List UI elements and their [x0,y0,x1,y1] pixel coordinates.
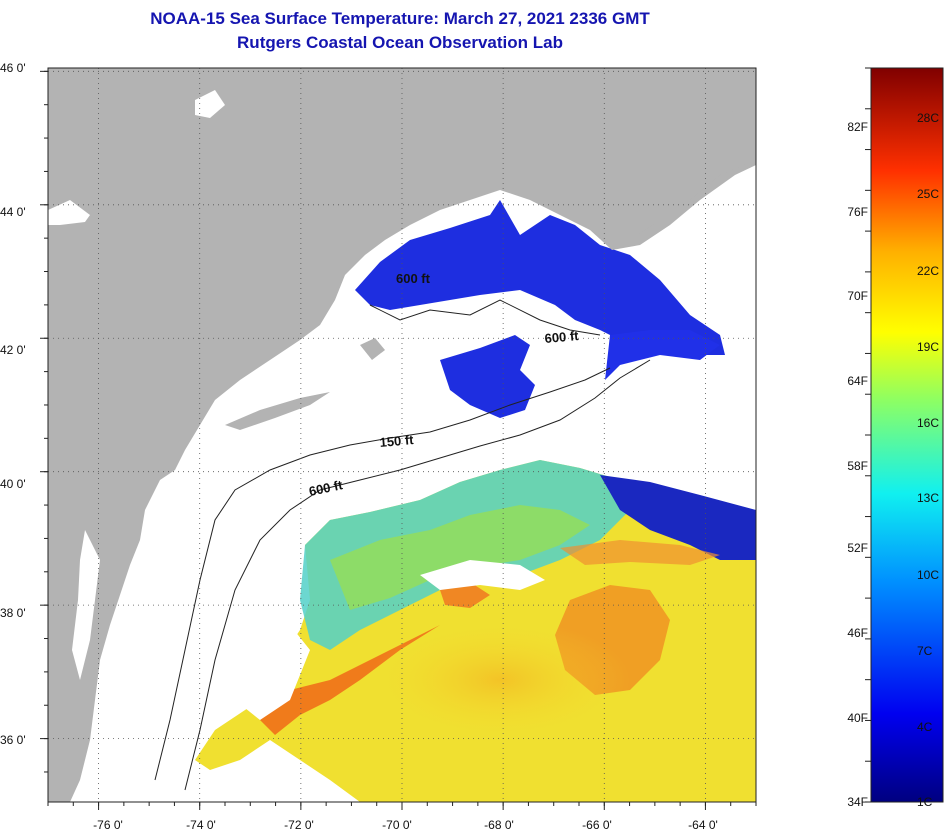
lat-label: 36 0' [0,733,26,747]
gulf-of-maine-cold-water [355,200,725,355]
colorbar-c-label: 7C [917,644,933,658]
lon-label: -74 0' [186,818,216,832]
lat-label: 38 0' [0,606,26,620]
lat-label: 40 0' [0,477,26,491]
cloud-patch [420,560,545,590]
colorbar-f-label: 82F [847,120,868,134]
isobath-label: 600 ft [396,271,431,286]
colorbar-c-label: 28C [917,111,940,125]
north-america-land [48,68,756,802]
colorbar-f-label: 70F [847,289,868,303]
lat-label: 44 0' [0,205,26,219]
lon-label: -70 0' [382,818,412,832]
long-island [225,392,330,430]
map-subtitle: Rutgers Coastal Ocean Observation Lab [237,33,563,52]
delmarva-bay [72,530,100,680]
lake-white [195,90,225,118]
colorbar-c-label: 19C [917,340,940,354]
lat-label: 46 0' [0,61,26,75]
colorbar-f-label: 40F [847,711,868,725]
lat-label: 42 0' [0,343,26,357]
nova-scotia-land [560,105,756,245]
colorbar-c-label: 22C [917,264,940,278]
colorbar-c-label: 10C [917,568,940,582]
warm-glow [370,620,630,740]
colorbar-f-label: 64F [847,374,868,388]
isobath-150ft [154,367,611,781]
colorbar-c-label: 25C [917,187,940,201]
isobath-600ft [184,359,651,791]
georges-bank-cold-water [440,335,535,418]
colorbar [870,67,944,803]
isobath-label: 600 ft [308,477,345,499]
lon-label: -64 0' [688,818,718,832]
warm-band [560,540,720,565]
colorbar-f-label: 76F [847,205,868,219]
isobath-label: 150 ft [379,432,415,450]
colorbar-f-label: 58F [847,459,868,473]
isobath-label: 600 ft [544,328,580,346]
axis-ticks [40,70,757,810]
cape-cod [360,338,385,360]
lon-label: -68 0' [484,818,514,832]
colorbar-c-label: 1C [917,795,933,809]
lon-label: -66 0' [582,818,612,832]
colorbar-f-label: 46F [847,626,868,640]
colorbar-c-label: 4C [917,720,933,734]
colorbar-c-label: 13C [917,491,940,505]
isobath-gulf-maine [369,299,601,336]
green-water-patch [330,505,590,610]
colorbar-f-label: 34F [847,795,868,809]
lon-label: -72 0' [284,818,314,832]
cloud-patch [235,625,310,720]
slope-cold-water [600,475,756,560]
warm-filament [440,582,490,608]
colorbar-c-label: 16C [917,416,940,430]
map-title: NOAA-15 Sea Surface Temperature: March 2… [150,9,650,28]
colorbar-f-label: 52F [847,541,868,555]
lon-label: -76 0' [93,818,123,832]
colorbar-ticks [865,67,871,803]
scotian-shelf-cold-water [605,330,720,380]
graticule [48,68,756,802]
lake-white [48,200,90,225]
